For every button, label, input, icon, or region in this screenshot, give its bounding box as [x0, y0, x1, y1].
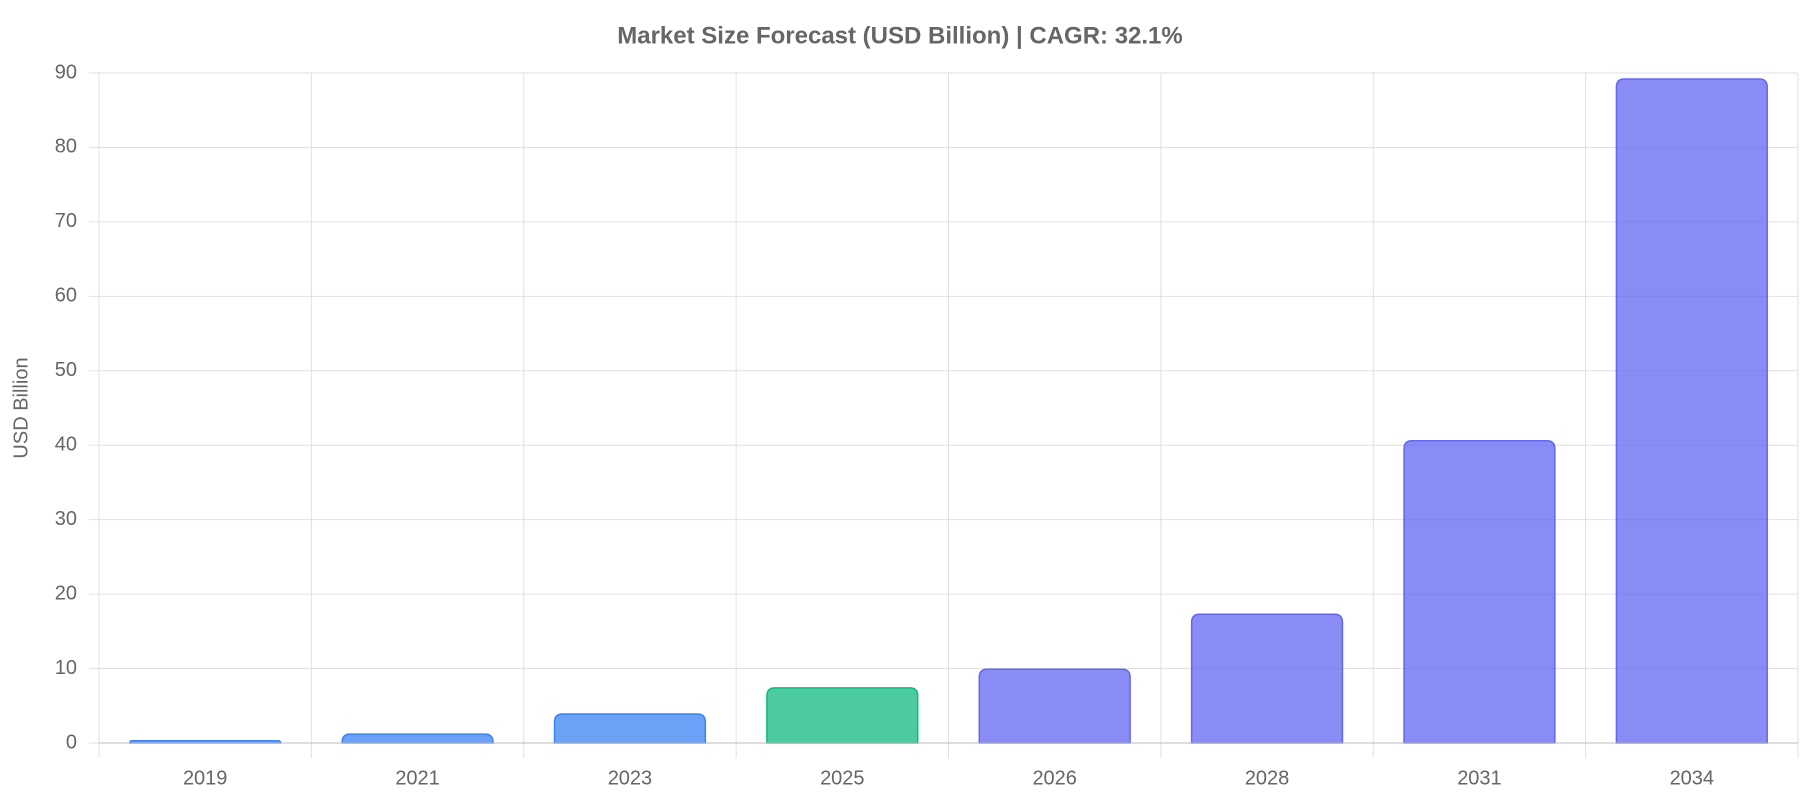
y-tick-label: 90 [55, 61, 77, 83]
y-axis-label: USD Billion [10, 357, 32, 458]
bar [553, 713, 707, 744]
bar [978, 668, 1131, 744]
y-tick-label: 60 [55, 285, 77, 307]
x-tick-label: 2034 [1670, 767, 1715, 789]
x-tick-label: 2019 [183, 767, 228, 789]
bar [341, 733, 494, 744]
chart-title: Market Size Forecast (USD Billion) | CAG… [617, 22, 1183, 49]
x-tick-label: 2021 [395, 767, 440, 789]
bar [766, 687, 919, 744]
y-tick-label: 40 [55, 434, 77, 456]
y-tick-label: 20 [55, 582, 77, 604]
bar [1615, 78, 1768, 744]
x-tick-label: 2026 [1032, 767, 1077, 789]
y-tick-label: 30 [55, 508, 77, 530]
x-tick-label: 2025 [820, 767, 865, 789]
y-tick-label: 80 [55, 136, 77, 158]
x-tick-label: 2023 [608, 767, 653, 789]
y-tick-label: 10 [55, 657, 77, 679]
y-tick-label: 50 [55, 359, 77, 381]
bar [1403, 440, 1556, 744]
bar [1190, 613, 1344, 744]
x-tick-label: 2031 [1457, 767, 1502, 789]
y-tick-label: 0 [66, 731, 77, 753]
y-tick-label: 70 [55, 210, 77, 232]
bar [129, 740, 282, 744]
x-tick-label: 2028 [1245, 767, 1290, 789]
